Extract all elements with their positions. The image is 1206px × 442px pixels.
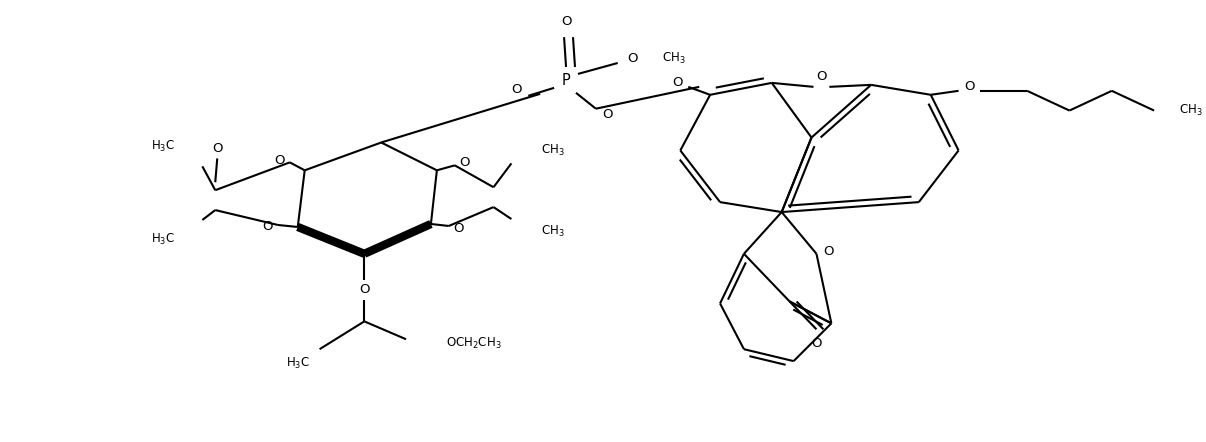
Text: CH$_3$: CH$_3$ bbox=[541, 225, 564, 240]
Text: O: O bbox=[212, 142, 222, 155]
Text: O: O bbox=[824, 245, 833, 258]
Text: O: O bbox=[816, 70, 826, 84]
Text: O: O bbox=[459, 156, 470, 169]
Text: O: O bbox=[672, 76, 683, 89]
Text: O: O bbox=[812, 337, 821, 350]
Text: O: O bbox=[275, 154, 285, 167]
Text: H$_3$C: H$_3$C bbox=[152, 139, 176, 154]
Text: O: O bbox=[561, 15, 572, 28]
Text: O: O bbox=[453, 222, 464, 236]
Text: P: P bbox=[562, 73, 570, 88]
Text: CH$_3$: CH$_3$ bbox=[662, 50, 686, 65]
Text: OCH$_2$CH$_3$: OCH$_2$CH$_3$ bbox=[446, 335, 502, 351]
Text: CH$_3$: CH$_3$ bbox=[1179, 103, 1202, 118]
Text: H$_3$C: H$_3$C bbox=[286, 355, 310, 371]
Text: O: O bbox=[511, 84, 522, 96]
Text: O: O bbox=[603, 108, 613, 121]
Text: O: O bbox=[965, 80, 974, 93]
Text: O: O bbox=[263, 221, 274, 233]
Text: CH$_3$: CH$_3$ bbox=[541, 143, 564, 158]
Text: O: O bbox=[359, 283, 369, 296]
Text: O: O bbox=[627, 52, 638, 65]
Text: H$_3$C: H$_3$C bbox=[152, 232, 176, 248]
